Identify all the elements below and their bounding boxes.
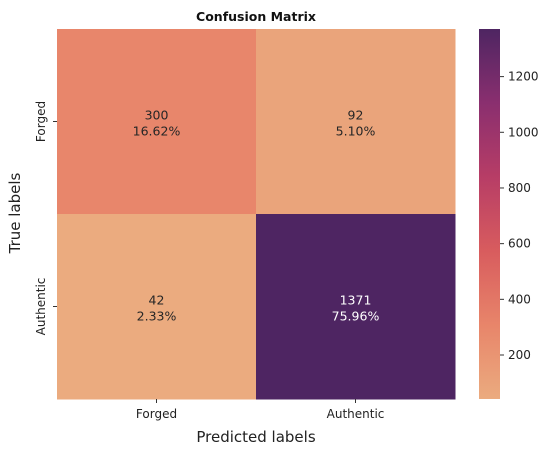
cell-count-label: 300 <box>145 108 169 123</box>
cell-percent-label: 5.10% <box>336 124 376 139</box>
y-tick-label: Authentic <box>34 278 48 336</box>
cell-count-label: 42 <box>149 293 165 308</box>
colorbar-tick-label: 800 <box>508 181 531 195</box>
x-axis: Forged Authentic <box>136 399 384 421</box>
colorbar-tick-label: 1200 <box>508 70 539 84</box>
colorbar <box>479 29 500 399</box>
heatmap-cell <box>256 29 456 215</box>
cell-percent-label: 75.96% <box>332 309 380 324</box>
heatmap-cell <box>57 29 257 215</box>
cell-percent-label: 2.33% <box>137 309 177 324</box>
colorbar-tick-label: 600 <box>508 237 531 251</box>
chart-title: Confusion Matrix <box>196 9 316 24</box>
cell-count-label: 1371 <box>340 293 372 308</box>
y-tick-label: Forged <box>34 101 48 142</box>
colorbar-tick-label: 1000 <box>508 125 539 139</box>
x-tick-label: Forged <box>136 407 177 421</box>
y-axis-title: True labels <box>6 172 24 254</box>
colorbar-tick-label: 400 <box>508 292 531 306</box>
x-tick-label: Authentic <box>327 407 385 421</box>
heatmap-cell <box>57 214 257 400</box>
cell-percent-label: 16.62% <box>133 124 181 139</box>
colorbar-ticks: 200 400 600 800 1000 1200 <box>500 70 539 362</box>
x-axis-title: Predicted labels <box>196 428 315 446</box>
heatmap-cell <box>256 214 456 400</box>
cell-count-label: 92 <box>348 108 364 123</box>
colorbar-tick-label: 200 <box>508 348 531 362</box>
y-axis: Forged Authentic <box>34 101 57 335</box>
